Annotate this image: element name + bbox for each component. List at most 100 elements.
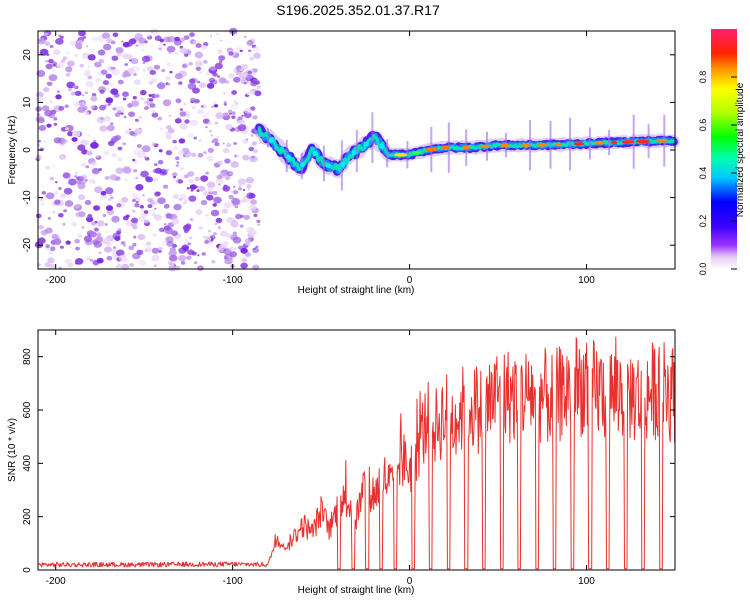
noise-blob [121,72,128,78]
noise-blob [61,138,68,144]
noise-blob [133,169,138,173]
noise-blob [116,249,125,257]
noise-blob [97,49,106,56]
noise-blob [72,85,78,89]
noise-blob [171,218,180,225]
noise-blob [135,176,139,180]
noise-blob [166,82,171,86]
colorbar: 0.0 0.2 0.4 0.6 0.8 Normalized spectral ampl… [698,29,746,275]
noise-blob [256,219,261,223]
noise-blob [228,109,233,113]
noise-blob [172,139,177,144]
noise-blob [206,82,215,89]
noise-blob [122,215,129,221]
noise-blob [39,147,45,152]
ridge-hotspot [594,141,605,145]
noise-blob [178,255,187,262]
noise-blob [49,44,54,49]
noise-blob [175,156,180,160]
noise-blob [237,178,247,186]
noise-blob [108,194,112,197]
noise-blob [240,262,248,269]
spectrogram-x-tick-label: -100 [223,275,243,286]
noise-blob [197,254,200,257]
noise-blob [45,244,50,248]
noise-blob [212,101,217,105]
noise-blob [187,133,194,139]
noise-blob [248,49,252,52]
noise-blob [232,231,237,236]
noise-blob [241,114,244,117]
noise-blob [90,161,97,167]
ridge-hotspot [461,145,471,150]
noise-blob [151,247,160,254]
noise-blob [191,105,197,110]
noise-blob [205,213,209,217]
noise-blob [87,65,90,68]
noise-blob [140,89,147,96]
noise-blob [214,222,218,226]
noise-blob [75,246,80,251]
noise-blob [87,134,91,137]
noise-blob [115,47,124,54]
noise-blob [189,218,194,221]
noise-blob [234,205,239,209]
noise-blob [186,187,190,190]
ridge-hotspot [424,147,439,152]
noise-blob [199,82,207,89]
noise-blob [153,264,157,267]
noise-blob [206,155,214,162]
noise-blob [202,235,206,238]
noise-blob [211,105,214,109]
noise-blob [128,128,132,131]
noise-blob [45,165,50,170]
noise-blob [187,171,195,177]
noise-blob [83,72,87,76]
noise-blob [138,37,146,44]
ridge-hotspot [379,143,385,149]
noise-blob [161,69,166,73]
noise-blob [212,138,219,143]
noise-blob [222,142,225,145]
noise-blob [243,82,247,85]
noise-blob [109,174,118,181]
noise-blob [105,241,112,247]
noise-blob [172,172,178,177]
noise-blob [239,49,243,53]
noise-blob [75,42,82,49]
noise-blob [70,91,77,96]
noise-blob [241,257,248,263]
noise-blob [179,111,187,117]
noise-blob [200,199,208,206]
noise-blob [91,93,97,97]
noise-blob [138,259,147,267]
noise-blob [213,232,217,236]
noise-blob [148,94,152,97]
noise-blob [101,69,108,75]
spectrogram-y-tick-label: -20 [22,238,33,253]
noise-blob [197,109,204,115]
noise-blob [87,213,93,218]
noise-blob [197,152,204,158]
noise-blob [228,73,236,79]
noise-blob [122,41,130,48]
noise-blob [36,70,46,77]
noise-blob [152,233,157,237]
noise-blob [67,88,72,92]
noise-blob [43,140,47,143]
noise-blob [47,81,53,86]
noise-blob [110,66,115,70]
noise-blob [124,129,130,134]
noise-blob [159,168,168,176]
noise-blob [62,172,71,179]
noise-blob [213,196,222,204]
noise-blob [184,119,190,124]
noise-blob [40,202,45,206]
noise-blob [183,198,189,202]
noise-blob [229,246,234,251]
noise-blob [87,75,93,80]
noise-blob [168,265,177,272]
noise-blob [244,107,252,114]
noise-blob [212,190,218,196]
